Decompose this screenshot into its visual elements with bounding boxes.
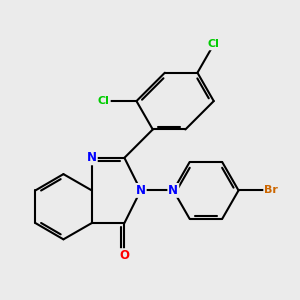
Text: O: O [119, 249, 129, 262]
Text: Br: Br [264, 185, 278, 195]
Text: N: N [136, 184, 146, 197]
Text: N: N [168, 184, 178, 197]
Text: Cl: Cl [98, 96, 110, 106]
Text: N: N [87, 151, 97, 164]
Text: Cl: Cl [208, 39, 220, 50]
